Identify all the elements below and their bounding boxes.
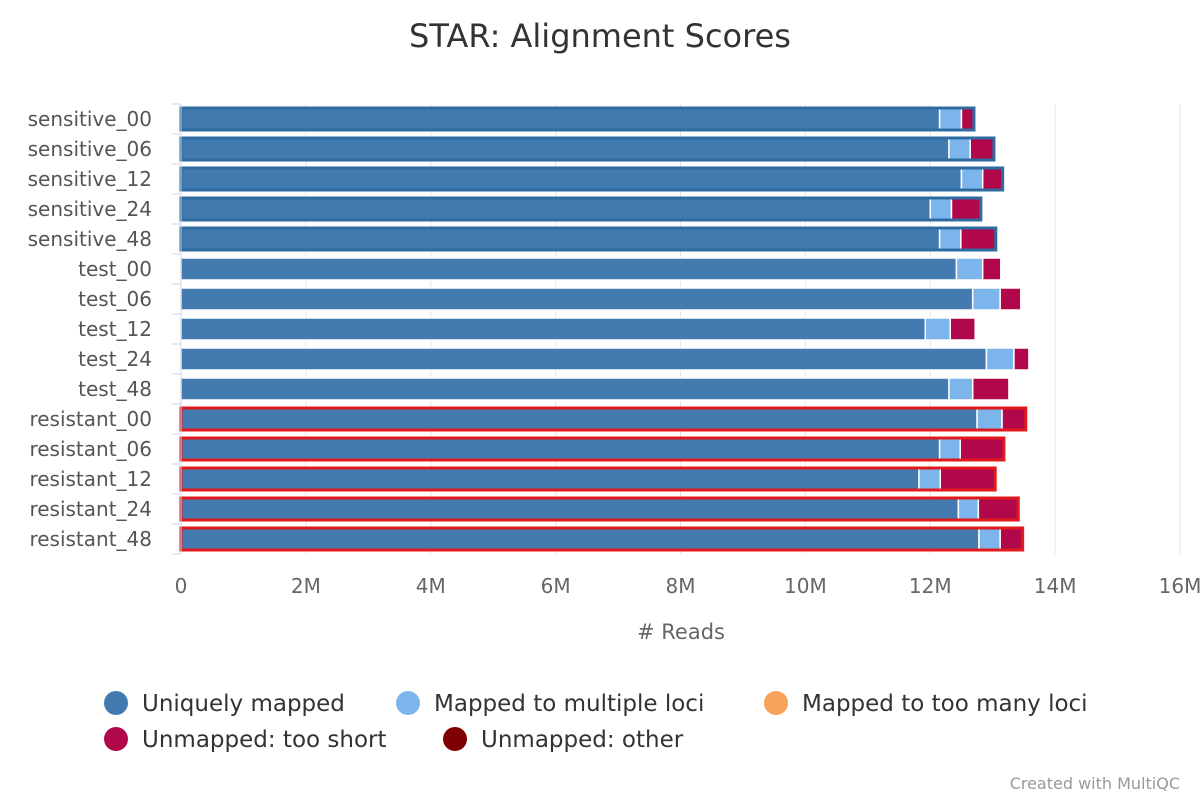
chart-title: STAR: Alignment Scores: [409, 17, 791, 55]
bar-segment[interactable]: [180, 527, 980, 551]
credit-text[interactable]: Created with MultiQC: [1010, 774, 1180, 793]
bar-segment[interactable]: [959, 437, 1005, 461]
category-label: resistant_24: [29, 497, 152, 521]
category-label: test_24: [78, 347, 152, 371]
bar-segment[interactable]: [180, 437, 941, 461]
legend: Uniquely mapped Mapped to multiple loci Ma…: [104, 691, 1088, 753]
bar-segment[interactable]: [999, 287, 1022, 311]
bar-segment[interactable]: [938, 227, 962, 251]
x-tick-label: 2M: [291, 574, 321, 598]
bar-segment[interactable]: [180, 287, 974, 311]
bar-segment[interactable]: [971, 287, 1001, 311]
x-tick-label: 16M: [1159, 574, 1200, 598]
bar-segment[interactable]: [948, 377, 974, 401]
x-tick-label: 12M: [909, 574, 952, 598]
bar-segment[interactable]: [981, 167, 1004, 191]
bar-segment[interactable]: [180, 167, 963, 191]
legend-marker: [104, 691, 128, 715]
bar-segment[interactable]: [1013, 347, 1030, 371]
category-label: resistant_00: [29, 407, 152, 431]
category-label: sensitive_06: [28, 137, 152, 161]
bar-segment[interactable]: [985, 347, 1015, 371]
bar-segment[interactable]: [938, 107, 963, 131]
bar-segment[interactable]: [981, 257, 1002, 281]
x-tick-label: 6M: [541, 574, 571, 598]
bar-segment[interactable]: [929, 197, 953, 221]
x-tick-label: 4M: [416, 574, 446, 598]
axes: 0 2M 4M 6M 8M 10M 12M 14M 16M sensitive_00sensiti…: [28, 103, 1200, 598]
bar-segment[interactable]: [969, 137, 995, 161]
bar-segment[interactable]: [949, 317, 976, 341]
bar-segment[interactable]: [180, 377, 950, 401]
legend-item[interactable]: Mapped to too many loci: [802, 691, 1088, 717]
legend-marker: [104, 727, 128, 751]
x-tick-label: 0: [175, 574, 188, 598]
bar-segment[interactable]: [955, 257, 984, 281]
bar-segment[interactable]: [924, 317, 951, 341]
bar-segment[interactable]: [918, 467, 941, 491]
category-label: test_12: [78, 317, 152, 341]
legend-marker: [443, 727, 467, 751]
legend-item[interactable]: Unmapped: other: [481, 727, 684, 753]
category-label: resistant_48: [29, 527, 152, 551]
bar-segment[interactable]: [180, 317, 927, 341]
bar-segment[interactable]: [960, 167, 984, 191]
bar-segment[interactable]: [180, 407, 978, 431]
category-label: test_00: [78, 257, 152, 281]
x-tick-label: 10M: [784, 574, 827, 598]
bar-segment[interactable]: [999, 527, 1024, 551]
category-label: resistant_06: [29, 437, 152, 461]
legend-marker: [396, 691, 420, 715]
bar-segment[interactable]: [971, 377, 1010, 401]
category-label: sensitive_48: [28, 227, 152, 251]
legend-marker: [764, 691, 788, 715]
category-label: test_06: [78, 287, 152, 311]
bar-segment[interactable]: [180, 497, 960, 521]
bar-segment[interactable]: [957, 497, 980, 521]
bar-segment[interactable]: [180, 257, 958, 281]
legend-item[interactable]: Unmapped: too short: [142, 727, 387, 753]
x-tick-label: 14M: [1034, 574, 1077, 598]
category-label: sensitive_00: [28, 107, 152, 131]
bar-segment[interactable]: [938, 437, 961, 461]
bar-segment[interactable]: [180, 197, 931, 221]
bar-segment[interactable]: [960, 107, 975, 131]
category-label: sensitive_12: [28, 167, 152, 191]
bar-segment[interactable]: [180, 467, 920, 491]
legend-item[interactable]: Uniquely mapped: [142, 691, 345, 717]
bar-segment[interactable]: [948, 137, 971, 161]
x-axis-title: # Reads: [637, 620, 725, 644]
category-label: sensitive_24: [28, 197, 152, 221]
bar-segment[interactable]: [1001, 407, 1027, 431]
bar-segment[interactable]: [180, 137, 950, 161]
bar-segment[interactable]: [939, 467, 996, 491]
bar-segment[interactable]: [180, 107, 941, 131]
bar-segment[interactable]: [180, 347, 988, 371]
legend-item[interactable]: Mapped to multiple loci: [434, 691, 704, 717]
category-label: resistant_12: [29, 467, 152, 491]
bar-segment[interactable]: [978, 527, 1001, 551]
bars: [179, 106, 1030, 552]
bar-segment[interactable]: [180, 227, 941, 251]
bar-segment[interactable]: [960, 227, 997, 251]
bar-segment[interactable]: [977, 497, 1020, 521]
bar-segment[interactable]: [950, 197, 982, 221]
x-tick-label: 8M: [666, 574, 696, 598]
bar-segment[interactable]: [976, 407, 1003, 431]
category-label: test_48: [78, 377, 152, 401]
